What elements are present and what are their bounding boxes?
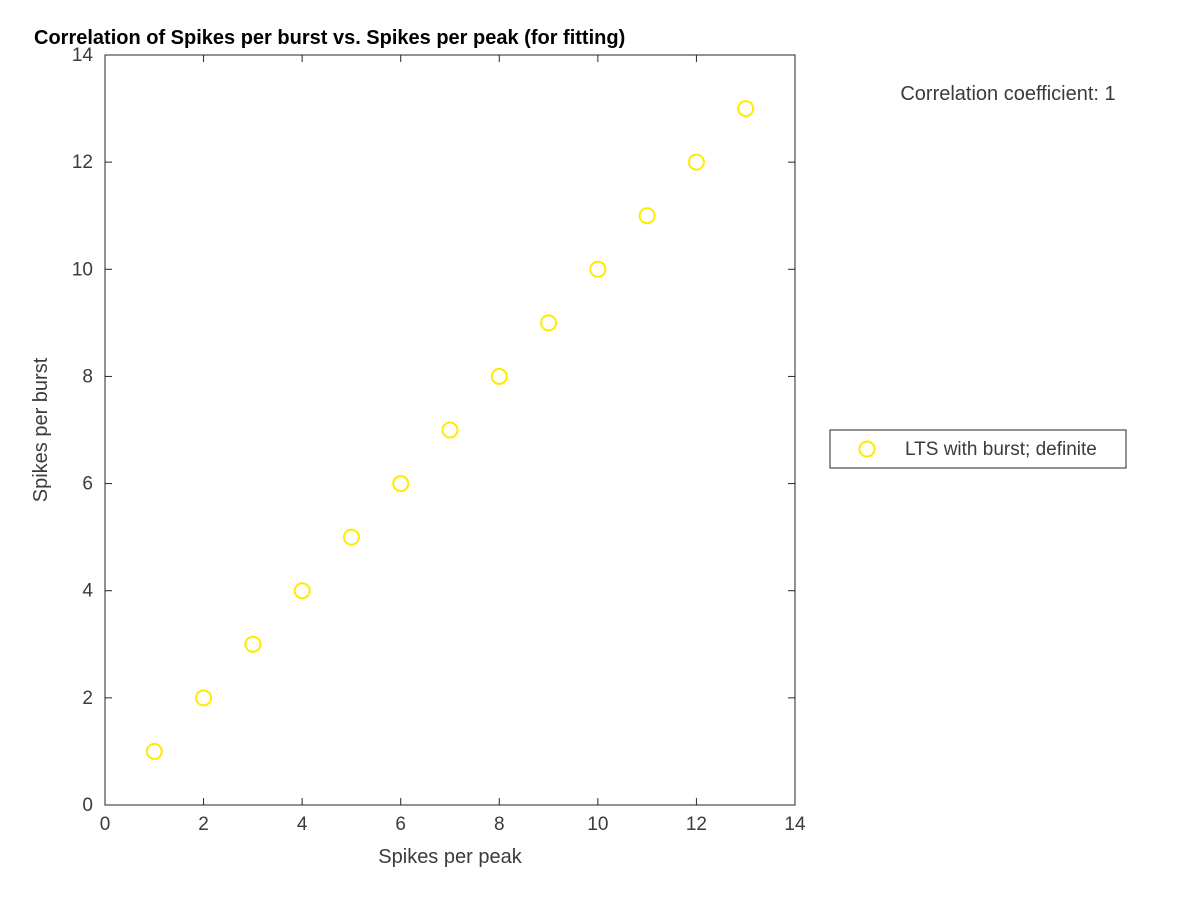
y-tick-label: 6 <box>82 474 93 495</box>
y-tick-label: 8 <box>82 366 93 387</box>
x-tick-label: 4 <box>297 814 308 835</box>
x-axis-label: Spikes per peak <box>378 846 522 868</box>
y-tick-label: 4 <box>82 581 93 602</box>
x-tick-label: 8 <box>494 814 505 835</box>
x-tick-label: 6 <box>395 814 406 835</box>
scatter-chart: 0246810121402468101214Correlation of Spi… <box>0 0 1200 900</box>
x-tick-label: 2 <box>198 814 209 835</box>
legend-label: LTS with burst; definite <box>905 439 1097 460</box>
y-tick-label: 10 <box>72 259 93 280</box>
y-axis-label: Spikes per burst <box>30 357 52 502</box>
y-tick-label: 12 <box>72 152 93 173</box>
y-tick-label: 2 <box>82 688 93 709</box>
x-tick-label: 10 <box>587 814 608 835</box>
chart-title: Correlation of Spikes per burst vs. Spik… <box>34 27 625 49</box>
y-tick-label: 0 <box>82 795 93 816</box>
x-tick-label: 14 <box>784 814 806 835</box>
x-tick-label: 12 <box>686 814 707 835</box>
x-tick-label: 0 <box>100 814 111 835</box>
correlation-annotation: Correlation coefficient: 1 <box>900 83 1115 105</box>
